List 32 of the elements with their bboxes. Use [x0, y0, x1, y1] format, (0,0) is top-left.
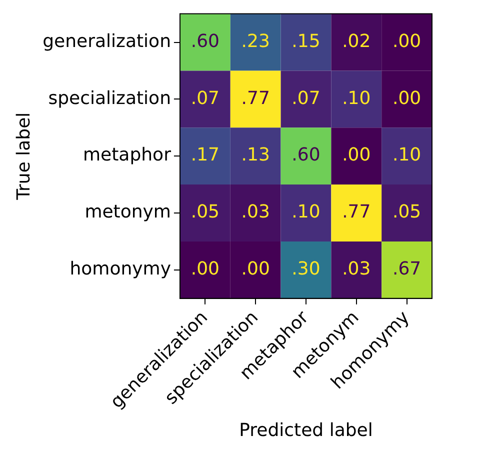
y-tick-label: metonym [84, 202, 171, 223]
data-label: .02 [342, 30, 371, 52]
y-tick-label: generalization [42, 30, 171, 52]
data-label: .00 [190, 258, 220, 280]
data-label: .23 [241, 30, 270, 52]
y-tick-label: homonymy [70, 258, 172, 280]
data-label: .00 [342, 144, 371, 166]
data-label: .60 [292, 144, 320, 166]
data-label: .77 [342, 202, 371, 223]
x-axis-title: Predicted label [239, 420, 373, 441]
data-label: .07 [292, 88, 320, 109]
data-label: .00 [241, 258, 270, 280]
data-label: .17 [190, 144, 220, 166]
data-label: .07 [190, 88, 220, 109]
data-label: .10 [392, 144, 422, 166]
y-axis-title: True label [13, 112, 34, 201]
data-label: .13 [241, 144, 270, 166]
data-label: .00 [392, 30, 422, 52]
y-tick-label: specialization [48, 88, 171, 109]
data-label: .67 [392, 258, 422, 280]
data-label: .00 [392, 88, 422, 109]
data-label: .15 [292, 30, 320, 52]
data-label: .60 [190, 30, 220, 52]
data-label: .30 [292, 258, 320, 280]
data-label: .05 [190, 202, 220, 223]
data-label: .05 [392, 202, 422, 223]
data-label: .03 [342, 258, 371, 280]
data-label: .03 [241, 202, 270, 223]
data-label: .10 [292, 202, 320, 223]
data-label: .10 [342, 88, 371, 109]
data-label: .77 [241, 88, 270, 109]
y-tick-label: metaphor [83, 144, 172, 166]
